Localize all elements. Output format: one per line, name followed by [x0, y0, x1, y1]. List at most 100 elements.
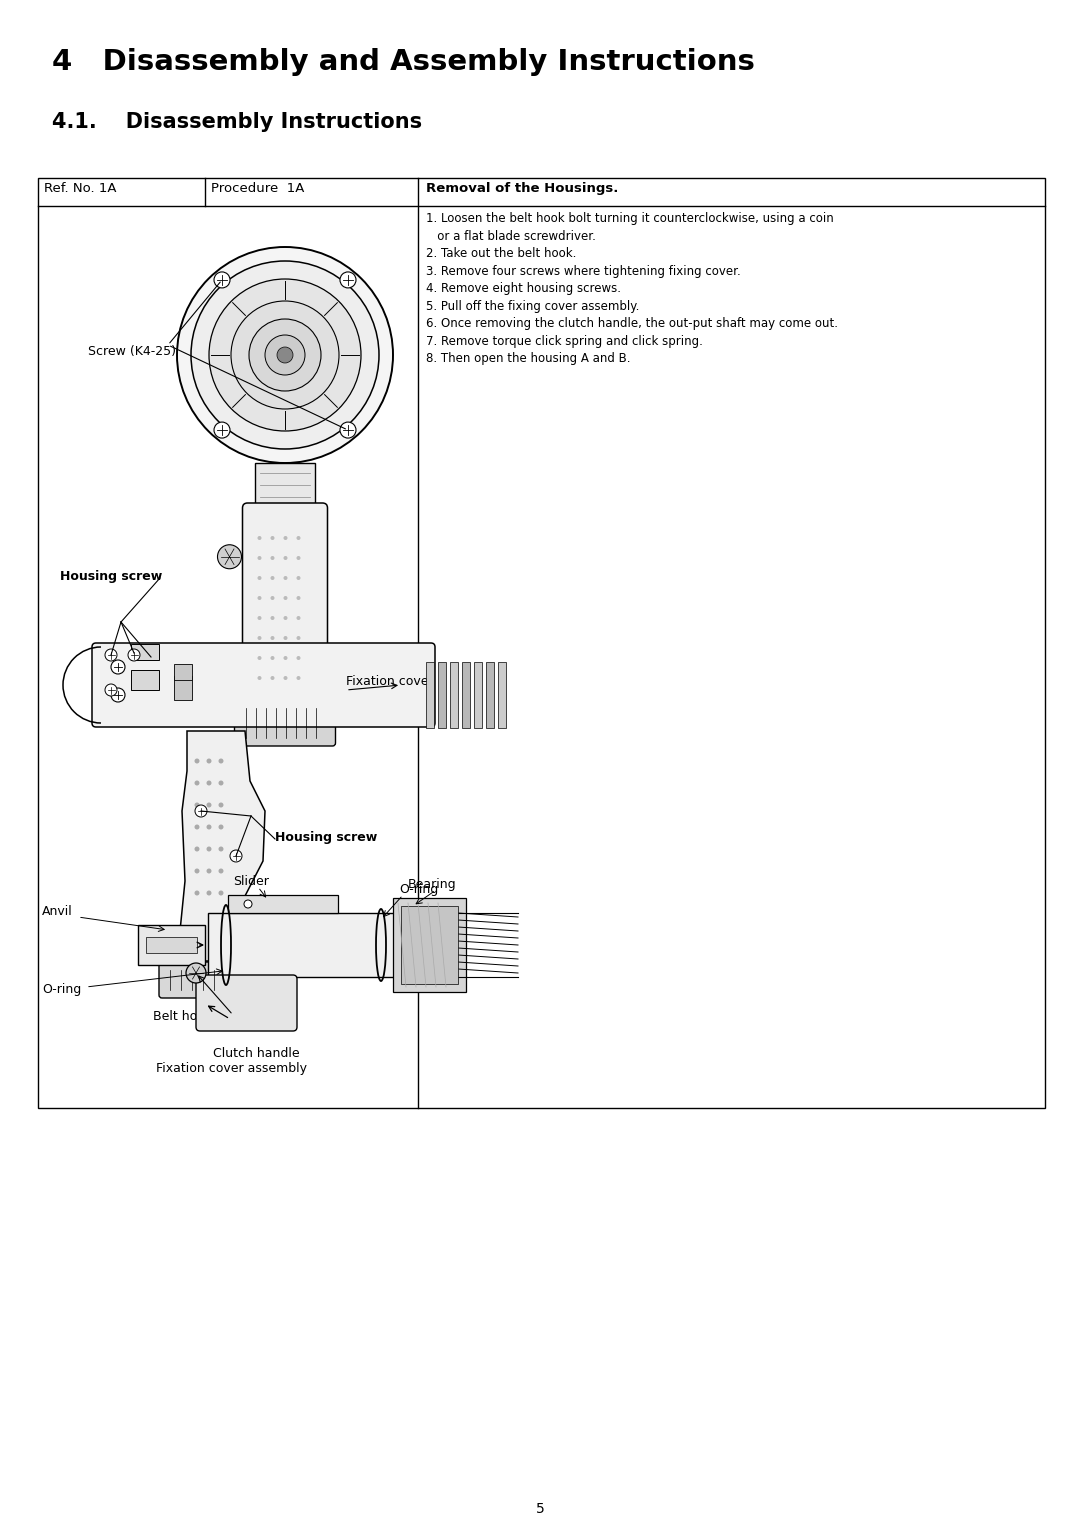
Text: 3. Remove four screws where tightening fixing cover.: 3. Remove four screws where tightening f… [426, 264, 741, 278]
Text: or a flat blade screwdriver.: or a flat blade screwdriver. [426, 229, 596, 243]
Text: Procedure  1A: Procedure 1A [211, 182, 305, 196]
Circle shape [257, 556, 261, 559]
Bar [255, 463, 315, 507]
Circle shape [214, 272, 230, 287]
Bar [450, 662, 458, 727]
Polygon shape [177, 730, 265, 961]
Text: 2. Take out the belt hook.: 2. Take out the belt hook. [426, 248, 577, 260]
Text: 4. Remove eight housing screws.: 4. Remove eight housing screws. [426, 283, 621, 295]
Circle shape [297, 616, 300, 620]
Bar [474, 662, 482, 727]
Bar [138, 924, 205, 966]
Circle shape [111, 688, 125, 701]
Circle shape [270, 576, 274, 581]
Circle shape [206, 847, 212, 851]
Circle shape [194, 758, 200, 764]
Circle shape [218, 891, 224, 895]
Circle shape [297, 536, 300, 539]
Circle shape [283, 656, 287, 660]
Text: Screw (K4-25): Screw (K4-25) [87, 345, 176, 358]
Circle shape [210, 280, 361, 431]
Circle shape [270, 596, 274, 601]
Circle shape [257, 675, 261, 680]
Text: Slider: Slider [233, 876, 269, 888]
Circle shape [206, 868, 212, 874]
Circle shape [270, 675, 274, 680]
Circle shape [297, 596, 300, 601]
Circle shape [257, 636, 261, 640]
Circle shape [206, 758, 212, 764]
Bar [401, 906, 458, 984]
Text: Belt hook bolt: Belt hook bolt [153, 1010, 240, 1024]
Circle shape [231, 301, 339, 410]
Circle shape [249, 319, 321, 391]
Circle shape [194, 868, 200, 874]
Circle shape [283, 636, 287, 640]
Circle shape [194, 825, 200, 830]
FancyBboxPatch shape [234, 700, 336, 746]
Circle shape [217, 545, 242, 568]
Text: Ref. No. 1A: Ref. No. 1A [44, 182, 117, 196]
Circle shape [257, 616, 261, 620]
Bar [131, 643, 159, 660]
Text: Clutch handle: Clutch handle [213, 1047, 299, 1060]
Bar [462, 662, 470, 727]
FancyBboxPatch shape [92, 643, 435, 727]
Circle shape [297, 656, 300, 660]
Circle shape [270, 656, 274, 660]
Text: Bearing: Bearing [408, 879, 457, 891]
FancyBboxPatch shape [243, 503, 327, 707]
Circle shape [270, 556, 274, 559]
Circle shape [218, 868, 224, 874]
Circle shape [194, 891, 200, 895]
Bar [131, 669, 159, 691]
Circle shape [105, 649, 117, 662]
FancyBboxPatch shape [159, 963, 273, 998]
Text: O-ring: O-ring [399, 883, 438, 895]
Circle shape [265, 335, 305, 374]
Bar [146, 937, 197, 953]
Circle shape [340, 272, 356, 287]
Text: 6. Once removing the clutch handle, the out-put shaft may come out.: 6. Once removing the clutch handle, the … [426, 316, 838, 330]
Circle shape [129, 649, 140, 662]
Circle shape [257, 596, 261, 601]
Circle shape [257, 536, 261, 539]
Circle shape [297, 576, 300, 581]
Circle shape [214, 422, 230, 439]
Circle shape [257, 576, 261, 581]
Circle shape [177, 248, 393, 463]
Circle shape [111, 660, 125, 674]
Circle shape [283, 596, 287, 601]
Circle shape [257, 656, 261, 660]
Circle shape [105, 685, 117, 695]
Text: 4   Disassembly and Assembly Instructions: 4 Disassembly and Assembly Instructions [52, 47, 755, 76]
Bar [438, 662, 446, 727]
Text: 8. Then open the housing A and B.: 8. Then open the housing A and B. [426, 351, 631, 365]
Circle shape [276, 347, 293, 364]
Circle shape [297, 636, 300, 640]
Circle shape [244, 900, 252, 908]
Text: 4.1.    Disassembly Instructions: 4.1. Disassembly Instructions [52, 112, 422, 131]
Text: Fixation cover: Fixation cover [346, 675, 434, 688]
Circle shape [270, 536, 274, 539]
Circle shape [283, 556, 287, 559]
Text: 7. Remove torque click spring and click spring.: 7. Remove torque click spring and click … [426, 335, 703, 347]
Bar [174, 665, 192, 680]
Circle shape [218, 758, 224, 764]
Circle shape [340, 422, 356, 439]
Text: O-ring: O-ring [42, 983, 81, 996]
Circle shape [283, 675, 287, 680]
Circle shape [206, 825, 212, 830]
Circle shape [218, 802, 224, 807]
Circle shape [194, 802, 200, 807]
Circle shape [297, 675, 300, 680]
Circle shape [283, 576, 287, 581]
Circle shape [283, 536, 287, 539]
Bar [38, 177, 1045, 1108]
Circle shape [191, 261, 379, 449]
Text: 1. Loosen the belt hook bolt turning it counterclockwise, using a coin: 1. Loosen the belt hook bolt turning it … [426, 212, 834, 225]
Bar [228, 895, 338, 914]
Text: Housing screw: Housing screw [275, 831, 377, 843]
Text: Housing screw: Housing screw [60, 570, 162, 584]
Circle shape [297, 556, 300, 559]
